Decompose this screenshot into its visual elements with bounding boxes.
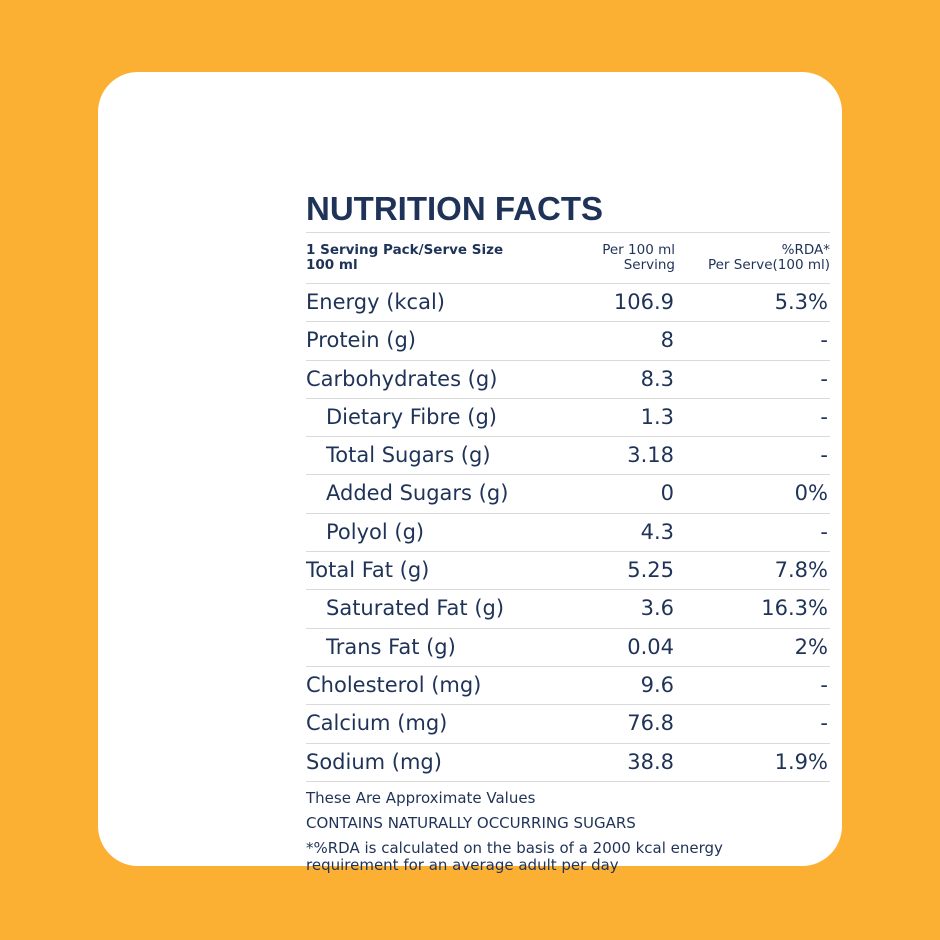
nutrient-name: Protein (g): [306, 328, 417, 353]
nutrient-value: 106.9: [613, 290, 674, 314]
nutrient-rda: -: [820, 404, 828, 429]
table-row: Polyol (g) 4.3 -: [306, 514, 830, 553]
nutrient-value: 1.3: [640, 404, 674, 429]
nutrient-rda: -: [820, 672, 828, 697]
nutrient-value: 8: [660, 328, 674, 353]
nutrient-value: 76.8: [627, 711, 674, 736]
nutrient-rda: 7.8%: [774, 558, 828, 583]
nutrient-rda: 0%: [794, 481, 828, 506]
per-serving-header: Per 100 ml Serving: [602, 242, 675, 273]
nutrient-rda: -: [820, 519, 828, 544]
nutrient-value: 3.18: [627, 443, 674, 468]
table-header: 1 Serving Pack/Serve Size 100 ml Per 100…: [306, 232, 830, 284]
nutrient-value: 8.3: [640, 366, 674, 391]
table-row: Dietary Fibre (g) 1.3 -: [306, 399, 830, 438]
table-row: Total Fat (g) 5.25 7.8%: [306, 552, 830, 591]
notes: These Are Approximate Values CONTAINS NA…: [306, 788, 830, 874]
nutrient-rda: -: [820, 328, 828, 353]
nutrient-name: Total Fat (g): [306, 558, 430, 583]
table-row: Energy (kcal) 106.9 5.3%: [306, 284, 830, 323]
rda-footnote: *%RDA is calculated on the basis of a 20…: [306, 838, 723, 874]
nutrient-name: Calcium (mg): [306, 711, 448, 736]
nutrient-rda: -: [820, 366, 828, 391]
table-row: Saturated Fat (g) 3.6 16.3%: [306, 590, 830, 629]
nutrient-value: 3.6: [640, 596, 674, 621]
nutrient-name: Sodium (mg): [306, 749, 442, 774]
nutrient-value: 0: [660, 481, 674, 506]
nutrient-rda: 2%: [794, 634, 828, 659]
table-row: Protein (g) 8 -: [306, 322, 830, 361]
table-row: Trans Fat (g) 0.04 2%: [306, 629, 830, 667]
nutrient-name: Cholesterol (mg): [306, 672, 482, 697]
nutrient-name: Dietary Fibre (g): [326, 404, 497, 429]
nutrient-name: Trans Fat (g): [326, 634, 456, 659]
nutrient-name: Energy (kcal): [306, 290, 445, 314]
nutrition-card: NUTRITION FACTS 1 Serving Pack/Serve Siz…: [98, 72, 842, 873]
nutrient-rda: 16.3%: [761, 596, 828, 621]
table-body: Energy (kcal) 106.9 5.3% Protein (g) 8- Carbo…: [306, 284, 830, 782]
nutrient-name: Carbohydrates (g): [306, 366, 498, 391]
nutrient-rda: 1.9%: [774, 749, 828, 774]
nutrient-name: Saturated Fat (g): [326, 596, 505, 621]
nutrition-facts-table: NUTRITION FACTS 1 Serving Pack/Serve Siz…: [306, 190, 830, 882]
nutrient-name: Polyol (g): [326, 519, 425, 544]
nutrient-name: Total Sugars (g): [326, 443, 491, 468]
nutrient-value: 4.3: [640, 519, 674, 544]
approx-note: These Are Approximate Values: [306, 788, 536, 807]
page-title: NUTRITION FACTS: [306, 190, 603, 227]
nutrient-rda: -: [820, 711, 828, 736]
nutrient-rda: -: [820, 443, 828, 468]
rda-header: %RDA* Per Serve(100 ml): [707, 242, 830, 273]
table-row: Sodium (mg) 38.8 1.9%: [306, 744, 830, 782]
table-row: Calcium (mg) 76.8 -: [306, 705, 830, 744]
nutrient-value: 5.25: [627, 558, 674, 583]
nutrient-value: 38.8: [627, 749, 674, 774]
sugars-note: CONTAINS NATURALLY OCCURRING SUGARS: [306, 813, 636, 832]
table-row: Cholesterol (mg) 9.6 -: [306, 667, 830, 706]
table-row: Total Sugars (g) 3.18 -: [306, 437, 830, 476]
nutrient-value: 0.04: [627, 634, 674, 659]
table-row: Added Sugars (g) 0 0%: [306, 475, 830, 514]
nutrient-rda: 5.3%: [774, 290, 828, 314]
table-row: Carbohydrates (g) 8.3 -: [306, 361, 830, 399]
nutrient-value: 9.6: [640, 672, 674, 697]
nutrient-name: Added Sugars (g): [326, 481, 509, 506]
serving-size-header: 1 Serving Pack/Serve Size 100 ml: [306, 242, 504, 273]
